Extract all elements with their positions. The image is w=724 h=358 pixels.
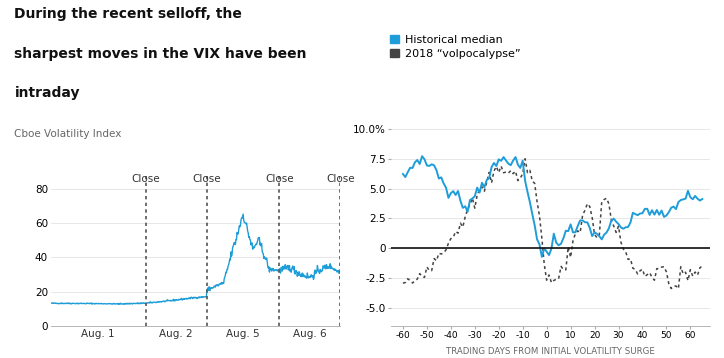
Text: Close: Close bbox=[326, 174, 355, 184]
Text: Cboe Volatility Index: Cboe Volatility Index bbox=[14, 129, 122, 139]
Legend: Historical median, 2018 “volpocalypse”: Historical median, 2018 “volpocalypse” bbox=[390, 35, 521, 59]
Text: Close: Close bbox=[131, 174, 160, 184]
Text: During the recent selloff, the: During the recent selloff, the bbox=[14, 7, 243, 21]
Text: Close: Close bbox=[193, 174, 222, 184]
Text: Close: Close bbox=[265, 174, 294, 184]
Text: sharpest moves in the VIX have been: sharpest moves in the VIX have been bbox=[14, 47, 307, 61]
Text: intraday: intraday bbox=[14, 86, 80, 100]
X-axis label: TRADING DAYS FROM INITIAL VOLATILITY SURGE: TRADING DAYS FROM INITIAL VOLATILITY SUR… bbox=[446, 347, 654, 356]
